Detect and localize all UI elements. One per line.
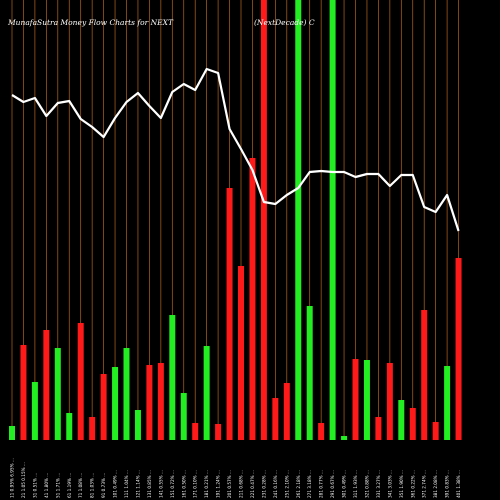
chart-title: MunafaSutra Money Flow Charts for NEXT — [7, 18, 174, 27]
volume-bar — [386, 363, 393, 440]
price-line-layer — [11, 67, 460, 232]
volume-bar — [363, 360, 370, 440]
volume-bar — [54, 348, 61, 440]
x-tick-label: 381 2.08% ... — [433, 470, 438, 498]
x-tick-label: 181 0.21% ... — [204, 470, 209, 498]
volume-bar — [318, 423, 325, 440]
x-tick-label: 121 1.14% ... — [135, 470, 140, 498]
volume-bar — [226, 188, 233, 440]
x-tick-label: 271 3.18% ... — [307, 470, 312, 498]
x-tick-label: 371 2.74% ... — [422, 470, 427, 498]
x-tick-label: 41 1.80% ... — [44, 473, 49, 498]
x-tick-label: 351 1.90% ... — [399, 470, 404, 498]
x-tick-label: 291 0.67% ... — [330, 470, 335, 498]
x-tick-label: 151 0.72% ... — [170, 470, 175, 498]
volume-bar — [100, 374, 107, 440]
x-tick-label: 21 1.05 0.15% ... — [21, 462, 26, 498]
volume-bar — [89, 417, 96, 440]
volume-bar — [432, 422, 439, 440]
volume-bar — [77, 323, 84, 440]
x-tick-label: 131 0.85% ... — [147, 470, 152, 498]
x-tick-label: 261 2.18% ... — [296, 470, 301, 498]
volume-bar — [295, 0, 302, 440]
x-tick-label: 331 3.27% ... — [376, 470, 381, 498]
volume-bar — [283, 383, 290, 440]
volume-bar — [9, 426, 15, 440]
volume-bar — [329, 0, 336, 440]
volume-bar — [112, 367, 119, 440]
volume-bar — [421, 310, 428, 440]
volume-bar — [260, 0, 267, 440]
volume-bar — [134, 410, 141, 440]
volume-bar — [398, 400, 405, 440]
volume-bar — [444, 366, 451, 440]
x-tick-label: 191 1.24% ... — [216, 470, 221, 498]
volume-bar — [238, 266, 244, 440]
volume-bar — [146, 365, 153, 440]
volume-bar — [157, 363, 164, 440]
x-tick-label: 91 0.73% ... — [101, 473, 106, 498]
volume-bar — [169, 315, 176, 440]
x-tick-label: 221 0.47% ... — [250, 470, 255, 498]
x-tick-label: 401 1.38% ... — [456, 470, 461, 498]
x-tick-label: 31 0.51% ... — [32, 473, 37, 498]
x-tick-label: 311 1.93% ... — [353, 470, 358, 498]
x-tick-label: 391 0.83% ... — [445, 470, 450, 498]
x-tick-label: 61 1.19% ... — [67, 473, 72, 498]
volume-bar — [341, 436, 348, 440]
volume-bar — [192, 423, 199, 440]
x-axis-labels: 11 0.95% 6.95% ... 21 1.05 0.15% ... 31 0.… — [10, 458, 462, 498]
x-tick-label: 171 0.10% ... — [193, 470, 198, 498]
money-flow-bars — [9, 0, 462, 440]
x-tick-label: 231 0.28% ... — [261, 470, 266, 498]
x-tick-label: 281 0.77% ... — [319, 470, 324, 498]
x-tick-label: 241 0.16% ... — [273, 470, 278, 498]
volume-bar — [123, 348, 130, 440]
x-tick-label: 141 0.55% ... — [158, 470, 163, 498]
x-tick-label: 201 0.57% ... — [227, 470, 232, 498]
volume-bar — [20, 345, 27, 440]
volume-bar — [215, 424, 222, 440]
x-tick-label: 101 0.49% ... — [113, 470, 118, 498]
x-tick-label: 81 1.03% ... — [90, 473, 95, 498]
volume-bar — [203, 346, 210, 440]
volume-bar — [249, 158, 256, 440]
volume-bar — [43, 330, 50, 440]
volume-bar — [180, 393, 187, 440]
x-tick-label: 361 0.22% ... — [410, 470, 415, 498]
x-tick-label: 321 0.88% ... — [364, 470, 369, 498]
x-tick-label: 51 1.71% ... — [55, 473, 60, 498]
x-tick-label: 211 0.68% ... — [239, 470, 244, 498]
volume-bar — [272, 398, 279, 440]
x-tick-label: 251 2.10% ... — [284, 470, 289, 498]
volume-bar — [31, 382, 38, 440]
price-line — [11, 67, 460, 232]
x-tick-label: 111 1.04% ... — [124, 470, 129, 498]
volume-bar — [352, 359, 359, 440]
volume-bar — [409, 408, 416, 440]
volume-bar — [306, 306, 313, 440]
x-tick-label: 161 0.50% ... — [181, 470, 186, 498]
volume-bar — [455, 258, 462, 440]
chart-title-symbol: (NextDecade) C — [254, 18, 315, 27]
x-tick-label: 341 3.03% ... — [387, 470, 392, 498]
x-tick-label: 11 0.95% 6.95% ... — [10, 458, 15, 498]
x-tick-label: 301 0.49% ... — [342, 470, 347, 498]
x-tick-label: 71 1.08% ... — [78, 473, 83, 498]
volume-bar — [66, 413, 73, 440]
volume-bar — [375, 417, 382, 440]
